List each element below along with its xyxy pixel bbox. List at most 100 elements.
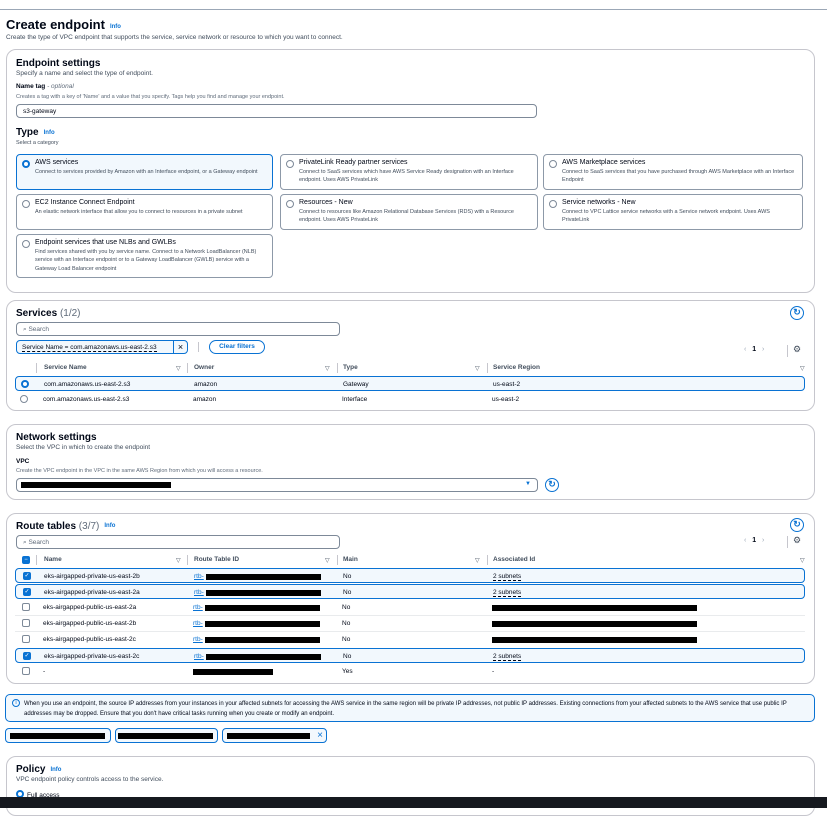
row-checkbox[interactable]: ✓ <box>23 652 31 660</box>
route-table-row[interactable]: ✓ eks-airgapped-private-us-east-2a rtb- … <box>15 584 805 599</box>
settings-gear-icon[interactable]: ⚙ <box>793 535 802 545</box>
route-table-id-link[interactable]: rtb- <box>193 636 203 643</box>
page-number[interactable]: 1 <box>752 346 757 353</box>
route-table-name: eks-airgapped-public-us-east-2b <box>43 620 137 627</box>
route-tables-count: (3/7) <box>78 521 100 532</box>
prev-page-icon[interactable]: ‹ <box>744 537 747 544</box>
route-table-id-link[interactable]: rtb- <box>193 620 203 627</box>
type-card-endpoint-services[interactable]: Endpoint services that use NLBs and GWLB… <box>16 234 273 278</box>
vpc-select[interactable]: ▼ <box>16 478 538 492</box>
sort-icon[interactable]: ▽ <box>176 366 181 372</box>
col-type[interactable]: Type <box>343 364 358 371</box>
route-table-row[interactable]: ✓ eks-airgapped-private-us-east-2c rtb- … <box>15 648 805 663</box>
page-number[interactable]: 1 <box>752 537 757 544</box>
info-link[interactable]: Info <box>109 24 121 31</box>
radio-selected-icon[interactable] <box>21 380 29 388</box>
radio-icon[interactable] <box>549 200 557 208</box>
route-tables-search-input[interactable]: ⌕ Search <box>16 535 340 549</box>
sort-icon[interactable]: ▽ <box>325 558 330 564</box>
card-desc: An elastic network interface that allow … <box>35 209 243 215</box>
services-search-input[interactable]: ⌕ Search <box>16 322 340 336</box>
type-info-link[interactable]: Info <box>43 130 55 137</box>
filter-token[interactable]: Service Name = com.amazonaws.us-east-2.s… <box>16 340 188 354</box>
card-desc: Connect to resources like Amazon Relatio… <box>299 209 514 224</box>
selected-subnet-token[interactable]: × <box>222 728 327 743</box>
row-checkbox[interactable] <box>22 619 30 627</box>
name-tag-input[interactable]: s3-gateway <box>16 104 537 118</box>
route-table-row[interactable]: eks-airgapped-public-us-east-2b rtb- No <box>15 616 805 631</box>
col-associated-id[interactable]: Associated Id <box>493 556 536 563</box>
col-main[interactable]: Main <box>343 556 358 563</box>
type-card-privatelink-partner[interactable]: PrivateLink Ready partner services Connec… <box>280 154 538 190</box>
select-all-checkbox[interactable]: − <box>22 556 30 564</box>
route-table-id-link[interactable]: rtb- <box>194 589 204 596</box>
sort-icon[interactable]: ▽ <box>325 366 330 372</box>
card-desc: Connect to services provided by Amazon w… <box>35 169 258 175</box>
refresh-icon[interactable]: ↻ <box>790 518 804 532</box>
prev-page-icon[interactable]: ‹ <box>744 346 747 353</box>
route-table-name: eks-airgapped-public-us-east-2c <box>43 636 136 643</box>
sort-icon[interactable]: ▽ <box>800 558 805 564</box>
row-checkbox[interactable]: ✓ <box>23 572 31 580</box>
associated-id: - <box>492 668 495 675</box>
route-tables-title: Route tables (3/7) Info <box>16 521 115 532</box>
sort-icon[interactable]: ▽ <box>800 366 805 372</box>
sort-icon[interactable]: ▽ <box>176 558 181 564</box>
remove-token-icon[interactable]: × <box>317 730 323 741</box>
vpc-label: VPC <box>16 458 30 465</box>
col-route-table-id[interactable]: Route Table ID <box>194 556 240 563</box>
row-checkbox[interactable] <box>22 635 30 643</box>
name-tag-desc: Creates a tag with a key of 'Name' and a… <box>16 94 285 100</box>
radio-icon[interactable] <box>549 160 557 168</box>
info-link[interactable]: Info <box>104 523 116 530</box>
route-table-row[interactable]: - Yes - <box>15 664 805 679</box>
type-card-aws-services[interactable]: AWS services Connect to services provided… <box>16 154 273 190</box>
settings-gear-icon[interactable]: ⚙ <box>793 344 802 354</box>
next-page-icon[interactable]: › <box>761 346 765 353</box>
radio-selected-icon[interactable] <box>22 160 30 168</box>
route-table-row[interactable]: eks-airgapped-public-us-east-2c rtb- No <box>15 632 805 647</box>
type-card-ec2-instance-connect[interactable]: EC2 Instance Connect Endpoint An elastic … <box>16 194 273 230</box>
type-card-service-networks[interactable]: Service networks - New Connect to VPC Lat… <box>543 194 803 230</box>
associated-id[interactable]: 2 subnets <box>493 589 522 597</box>
associated-id[interactable]: 2 subnets <box>493 653 522 661</box>
remove-filter-icon[interactable]: × <box>173 341 187 353</box>
col-owner[interactable]: Owner <box>194 364 215 371</box>
radio-icon[interactable] <box>20 395 28 403</box>
col-service-region[interactable]: Service Region <box>493 364 540 371</box>
type-card-resources[interactable]: Resources - New Connect to resources like… <box>280 194 538 230</box>
row-checkbox[interactable]: ✓ <box>23 588 31 596</box>
policy-title: Policy <box>16 764 46 775</box>
associated-id[interactable]: 2 subnets <box>493 573 522 581</box>
clear-filters-button[interactable]: Clear filters <box>209 340 265 354</box>
service-row[interactable]: com.amazonaws.us-east-2.s3 amazon Interf… <box>15 392 805 407</box>
type-card-marketplace[interactable]: AWS Marketplace services Connect to SaaS … <box>543 154 803 190</box>
next-page-icon[interactable]: › <box>761 537 765 544</box>
info-link[interactable]: Info <box>50 767 62 774</box>
route-table-row[interactable]: ✓ eks-airgapped-private-us-east-2b rtb- … <box>15 568 805 583</box>
col-service-name[interactable]: Service Name <box>44 364 87 371</box>
route-table-id-link[interactable]: rtb- <box>194 573 204 580</box>
row-checkbox[interactable] <box>22 603 30 611</box>
radio-icon[interactable] <box>286 200 294 208</box>
radio-icon[interactable] <box>22 200 30 208</box>
card-title: EC2 Instance Connect Endpoint <box>35 199 135 206</box>
radio-icon[interactable] <box>22 240 30 248</box>
route-table-row[interactable]: eks-airgapped-public-us-east-2a rtb- No <box>15 600 805 615</box>
route-table-name: eks-airgapped-private-us-east-2c <box>44 653 140 660</box>
sort-icon[interactable]: ▽ <box>475 558 480 564</box>
route-table-id-link[interactable]: rtb- <box>194 653 204 660</box>
service-row[interactable]: com.amazonaws.us-east-2.s3 amazon Gatewa… <box>15 376 805 391</box>
redacted-value <box>492 605 697 611</box>
refresh-icon[interactable]: ↻ <box>790 306 804 320</box>
vpc-refresh-icon[interactable]: ↻ <box>545 478 559 492</box>
radio-icon[interactable] <box>286 160 294 168</box>
services-panel <box>6 300 815 411</box>
route-table-id-link[interactable]: rtb- <box>193 604 203 611</box>
selected-subnet-token[interactable] <box>5 728 111 743</box>
row-checkbox[interactable] <box>22 667 30 675</box>
col-name[interactable]: Name <box>44 556 62 563</box>
sort-icon[interactable]: ▽ <box>475 366 480 372</box>
selected-subnet-token[interactable] <box>115 728 218 743</box>
optional-text: - optional <box>45 83 74 90</box>
